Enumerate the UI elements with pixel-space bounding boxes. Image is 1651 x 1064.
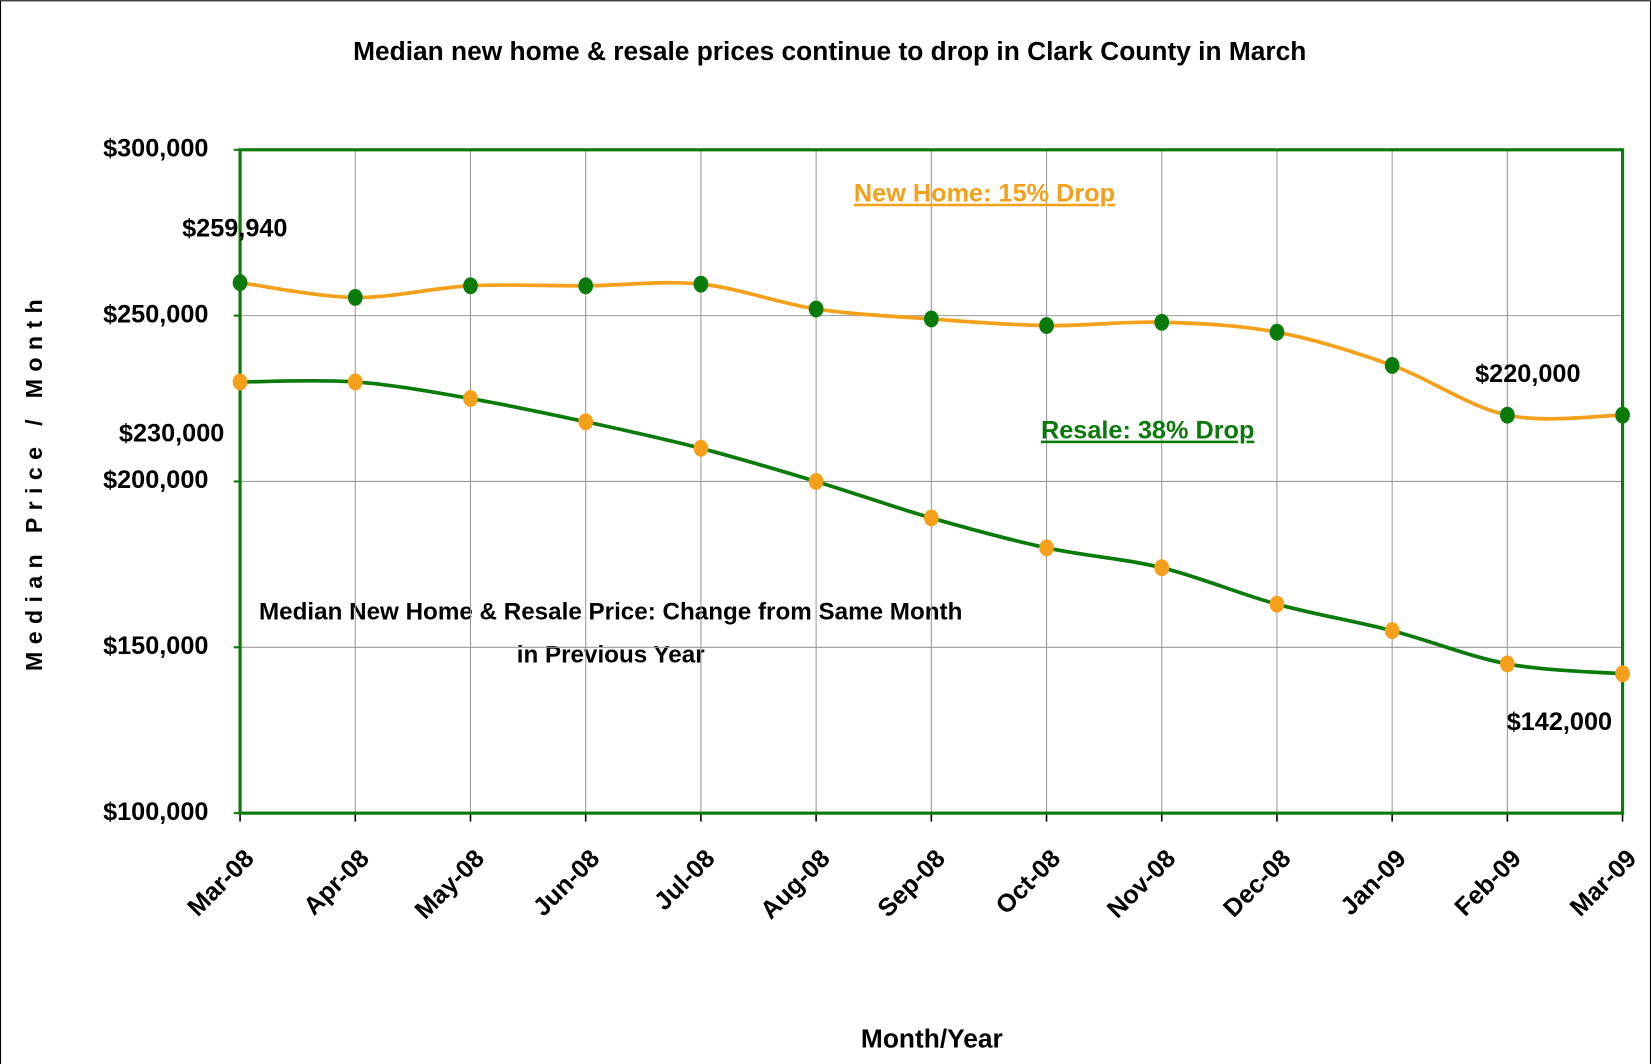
x-tick-label: Jul-08 [649, 844, 720, 915]
x-tick-label: Aug-08 [755, 844, 835, 924]
series-annotation: New Home: 15% Drop [854, 180, 1115, 208]
marker [923, 310, 939, 328]
x-tick-label: Dec-08 [1218, 844, 1296, 922]
annotation: Median New Home & Resale Price: Change f… [259, 598, 962, 625]
marker [463, 390, 478, 407]
marker [1615, 406, 1630, 424]
marker [1269, 323, 1285, 341]
series-annotation: Resale: 38% Drop [1041, 417, 1254, 445]
x-tick-label: Sep-08 [872, 844, 950, 922]
x-axis-label: Month/Year [861, 1024, 1003, 1054]
marker [923, 509, 939, 527]
data-label: $220,000 [1475, 360, 1580, 388]
marker [1384, 622, 1400, 640]
marker [578, 413, 594, 431]
x-tick-label: Mar-09 [1565, 844, 1642, 921]
x-tick-label: Nov-08 [1102, 844, 1181, 923]
marker [463, 277, 478, 295]
y-tick-label: $250,000 [103, 300, 208, 328]
x-tick-label: Apr-08 [298, 844, 374, 920]
x-tick-label: Feb-09 [1449, 844, 1526, 921]
x-tick-label: May-08 [410, 844, 490, 924]
y-axis-label: Median Price / Month [21, 292, 47, 671]
y-tick-label: $100,000 [103, 798, 208, 826]
marker [1154, 559, 1170, 577]
annotation: in Previous Year [517, 642, 705, 669]
marker [1499, 406, 1515, 424]
x-tick-label: Jun-08 [528, 844, 605, 921]
x-tick-label: Jan-09 [1335, 844, 1411, 920]
marker [578, 277, 594, 295]
marker [808, 473, 824, 490]
x-tick-label: Mar-08 [182, 844, 259, 921]
marker [1615, 665, 1630, 683]
marker [232, 373, 248, 391]
marker [1499, 655, 1515, 673]
plot-frame [238, 148, 1625, 815]
marker [347, 288, 363, 306]
marker [808, 300, 824, 318]
y-tick-label: $300,000 [103, 134, 208, 162]
marker [1039, 539, 1054, 557]
marker [1269, 595, 1285, 613]
data-label: $142,000 [1507, 708, 1612, 736]
chart-title: Median new home & resale prices continue… [353, 36, 1306, 66]
marker [232, 274, 248, 292]
marker [1154, 313, 1170, 331]
marker [347, 373, 363, 391]
x-tick-label: Oct-08 [991, 844, 1066, 919]
marker [693, 275, 709, 293]
data-label: $259,940 [182, 215, 287, 243]
data-label: $230,000 [119, 419, 224, 447]
y-tick-label: $200,000 [103, 466, 208, 494]
y-tick-label: $150,000 [103, 632, 208, 660]
marker [693, 439, 709, 457]
marker [1039, 317, 1054, 334]
marker [1384, 356, 1400, 374]
